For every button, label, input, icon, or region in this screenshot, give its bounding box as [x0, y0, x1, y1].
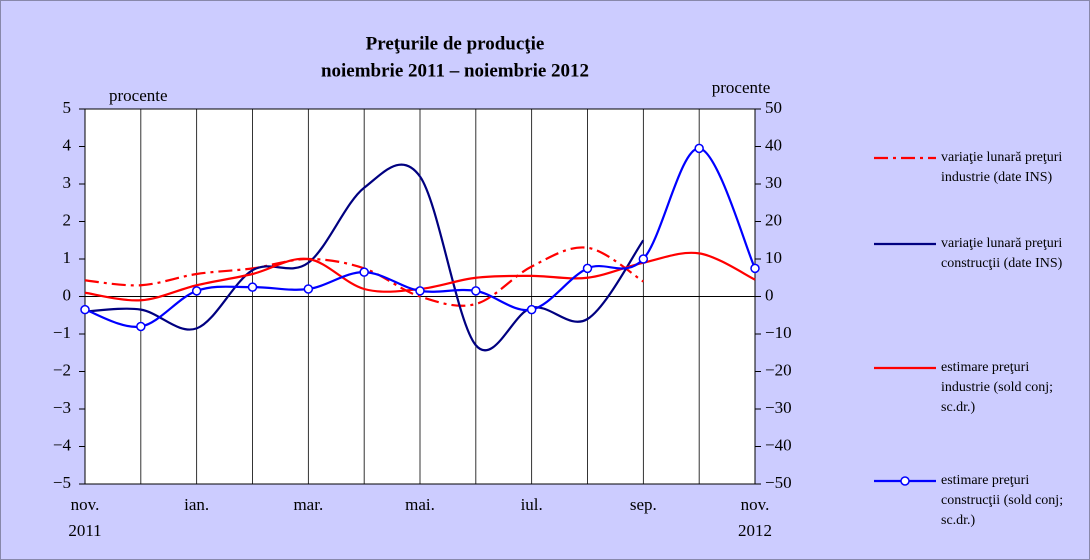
y-tick-label: 3	[63, 173, 72, 192]
y2-axis-label: procente	[712, 78, 771, 97]
y-tick-label: 2	[63, 210, 72, 229]
chart-title: Preţurile de producţie	[366, 33, 545, 54]
x-tick-label: 2011	[68, 521, 101, 540]
y2-tick-label: 40	[765, 135, 782, 154]
y2-tick-label: 30	[765, 173, 782, 192]
y2-tick-label: −20	[765, 360, 792, 379]
y-tick-label: −1	[53, 323, 71, 342]
point	[415, 286, 425, 296]
point	[136, 321, 146, 332]
y-tick-label: 0	[63, 285, 72, 304]
y2-tick-label: −30	[765, 398, 792, 417]
y2-tick-label: −10	[765, 323, 792, 342]
point	[191, 286, 202, 296]
y2-tick-label: −50	[765, 473, 792, 492]
x-tick-label: mar.	[293, 495, 323, 514]
point	[638, 254, 649, 264]
y-axis-label: procente	[109, 86, 168, 105]
x-tick-label: nov.	[741, 495, 770, 514]
y-tick-label: 4	[63, 135, 72, 154]
y2-tick-label: 50	[765, 98, 782, 117]
series-line	[84, 163, 645, 352]
point	[694, 143, 704, 154]
x-tick-label: 2012	[738, 521, 772, 540]
y-tick-label: 5	[63, 98, 72, 117]
y-tick-label: −4	[53, 435, 72, 454]
x-tick-label: sep.	[630, 495, 657, 514]
legend-marker	[900, 476, 910, 486]
x-tick-label: mai.	[405, 495, 435, 514]
legend-label: estimare preţuri construcţii (sold conj;…	[941, 473, 1064, 528]
point	[471, 286, 481, 296]
y2-tick-label: 20	[765, 210, 782, 229]
x-tick-label: iul.	[521, 495, 543, 514]
y-tick-label: −2	[53, 360, 71, 379]
y2-tick-label: 0	[765, 285, 774, 304]
point	[750, 263, 760, 274]
point	[526, 304, 537, 315]
y-tick-label: −3	[53, 398, 71, 417]
legend-label: variaţie lunară preţuri industrie (date …	[941, 150, 1063, 185]
chart-subtitle: noiembrie 2011 – noiembrie 2012	[321, 60, 589, 81]
y-tick-label: 1	[63, 248, 72, 267]
x-tick-label: ian.	[184, 495, 209, 514]
y2-tick-label: 10	[765, 248, 782, 267]
point	[582, 263, 593, 274]
legend-label: variaţie lunară preţuri construcţii (dat…	[941, 236, 1063, 271]
y-tick-label: −5	[53, 473, 71, 492]
legend-label: estimare preţuri industrie (sold conj; s…	[941, 360, 1053, 415]
x-tick-label: nov.	[71, 495, 100, 514]
point	[359, 267, 369, 277]
point	[80, 304, 90, 315]
point	[303, 284, 314, 294]
y2-tick-label: −40	[765, 435, 792, 454]
point	[247, 282, 258, 292]
